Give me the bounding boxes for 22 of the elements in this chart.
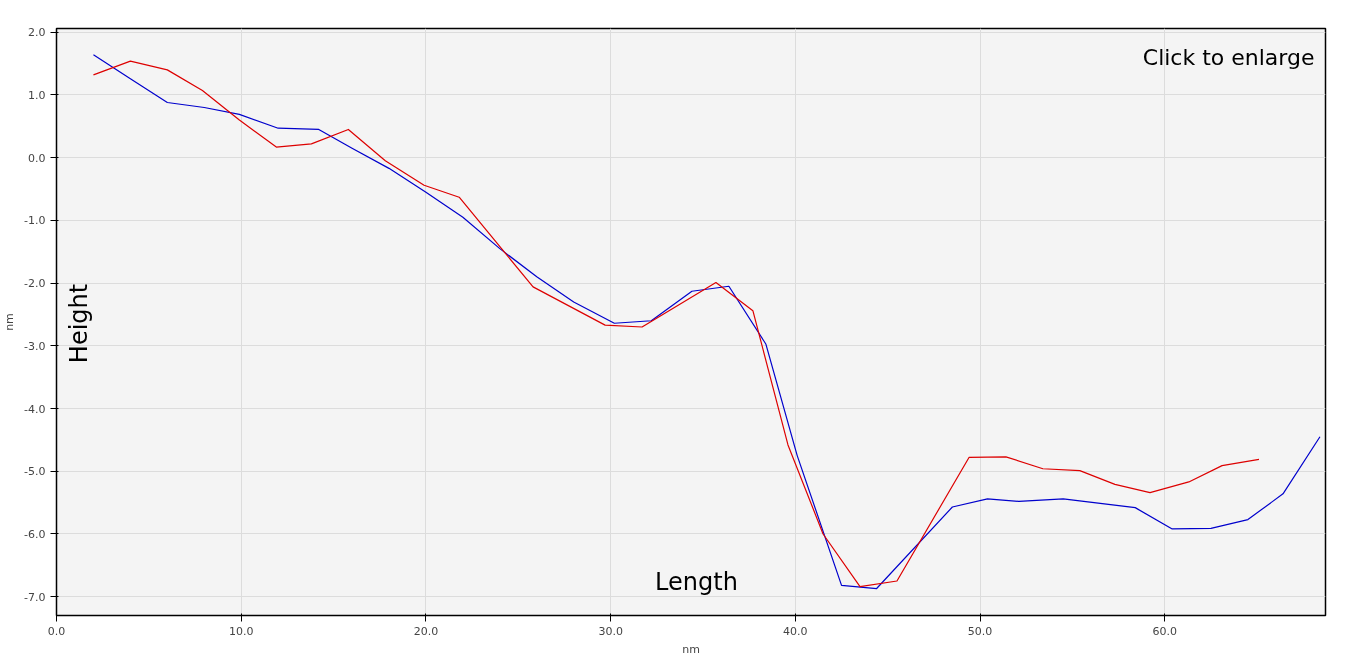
x-tick-label: 10.0 [228, 624, 254, 638]
x-tick-label: 60.0 [1152, 624, 1178, 638]
y-tick-label: -2.0 [24, 277, 46, 291]
x-tick-label: 20.0 [413, 624, 439, 638]
y-tick-label: -3.0 [24, 339, 46, 353]
y-tick-label: -7.0 [24, 590, 46, 604]
y-tick-label: -6.0 [24, 527, 46, 541]
y-tick-label: 1.0 [28, 88, 46, 102]
annotation: Height [64, 283, 93, 364]
x-tick-label: 0.0 [47, 624, 66, 638]
y-tick-label: -5.0 [24, 465, 46, 479]
y-tick-label: 2.0 [28, 26, 46, 40]
annotation: Click to enlarge [1142, 45, 1315, 70]
y-tick-label: -4.0 [24, 402, 46, 416]
x-axis-title: nm [682, 642, 700, 656]
y-tick-label: -1.0 [24, 214, 46, 228]
y-axis-title: nm [3, 313, 17, 331]
x-tick-label: 30.0 [598, 624, 623, 638]
x-tick-label: 50.0 [967, 624, 993, 638]
x-tick-label: 40.0 [783, 624, 808, 638]
annotation: Length [655, 567, 738, 596]
y-tick-label: 0.0 [28, 151, 46, 165]
